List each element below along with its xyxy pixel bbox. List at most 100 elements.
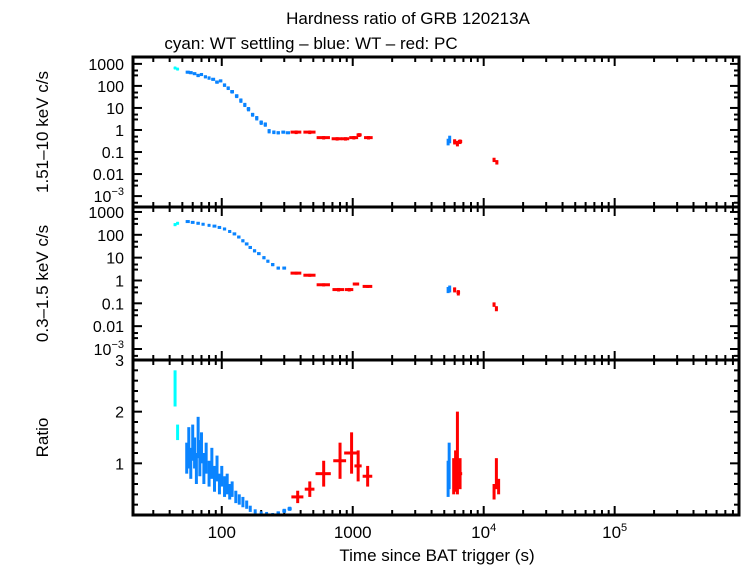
data-point-wt (199, 72, 204, 77)
y-tick-label: 3 (115, 353, 124, 370)
data-point-wt (448, 135, 452, 144)
data-point-wt (223, 476, 227, 497)
data-point-wt (239, 98, 243, 103)
y-tick-label: 2 (115, 405, 124, 422)
data-point-pc (492, 302, 496, 307)
data-point-wt-settling (176, 424, 180, 441)
data-point-pc (290, 271, 302, 275)
data-point-pc (304, 481, 315, 497)
data-point-pc (495, 160, 499, 165)
data-point-pc (315, 460, 331, 487)
data-point-wt (448, 285, 452, 293)
data-point-wt-settling (173, 66, 177, 70)
data-point-pc (492, 484, 496, 500)
x-axis-label: Time since BAT trigger (s) (339, 546, 534, 565)
data-point-wt (276, 131, 280, 135)
data-point-wt (263, 122, 267, 127)
data-point-pc (457, 458, 463, 490)
data-point-pc (331, 137, 343, 141)
x-tick-label: 104 (471, 522, 496, 542)
data-point-wt (282, 266, 287, 270)
data-point-wt (212, 224, 217, 228)
data-point-pc (344, 287, 354, 292)
data-point-wt (241, 239, 245, 243)
data-point-wt (255, 116, 259, 121)
data-point-pc (494, 458, 498, 490)
data-point-pc (453, 139, 457, 145)
y-tick-label: 0.1 (102, 145, 124, 162)
data-point-pc (356, 133, 362, 138)
data-point-wt (281, 130, 286, 134)
data-point-wt (257, 252, 261, 256)
data-point-wt (212, 465, 216, 492)
data-point-wt (276, 266, 280, 270)
data-point-pc (316, 136, 330, 140)
data-point-pc (354, 450, 362, 482)
data-point-wt (253, 509, 257, 514)
y-tick-label: 1000 (88, 57, 124, 74)
data-point-wt (230, 90, 235, 94)
data-point-pc (455, 411, 459, 495)
data-point-wt (287, 506, 292, 511)
data-point-pc (349, 136, 359, 140)
data-point-wt (189, 447, 193, 479)
y-tick-label: 10 (106, 251, 124, 268)
data-point-wt (196, 416, 200, 459)
data-point-pc (344, 432, 359, 474)
data-point-wt (232, 232, 237, 236)
chart-title: Hardness ratio of GRB 120213A (286, 9, 530, 28)
data-point-wt (222, 83, 227, 87)
y-axis-label-2: 0.3–1.5 keV c/s (33, 225, 52, 342)
data-point-pc (341, 137, 350, 141)
y-tick-label: 0.01 (93, 319, 124, 336)
data-point-wt (196, 73, 200, 78)
y-tick-label: 1 (115, 123, 124, 140)
data-point-pc (332, 287, 345, 292)
data-point-pc (362, 465, 373, 487)
data-point-pc (303, 130, 316, 135)
data-point-pc (352, 282, 360, 286)
y-tick-label: 100 (97, 79, 124, 96)
y-tick-label: 10 (106, 101, 124, 118)
data-point-wt (217, 473, 221, 495)
data-point-wt (259, 120, 263, 125)
data-point-wt (201, 222, 205, 226)
data-point-wt (207, 76, 211, 80)
y-tick-label: 1 (115, 456, 124, 473)
y-tick-label: 10−3 (94, 186, 124, 206)
data-point-wt (252, 249, 257, 253)
data-point-wt-settling (173, 370, 177, 407)
data-point-wt (185, 220, 190, 224)
data-point-wt (262, 256, 266, 260)
data-point-pc (362, 284, 373, 288)
x-tick-label: 1000 (334, 523, 372, 542)
x-tick-label: 100 (208, 523, 236, 542)
data-point-wt (237, 235, 241, 239)
y-tick-label: 100 (97, 228, 124, 245)
data-point-wt (207, 460, 211, 487)
panel-3: 1 2 3 Ratio (33, 353, 741, 517)
data-point-wt (207, 223, 211, 227)
data-point-wt (211, 77, 216, 81)
data-point-pc (303, 273, 316, 277)
data-point-wt (248, 245, 252, 249)
data-point-wt (234, 94, 239, 99)
data-point-wt (210, 447, 214, 479)
data-point-wt (215, 80, 219, 84)
data-point-wt (244, 242, 249, 246)
data-point-wt (271, 263, 275, 267)
data-point-wt (215, 455, 219, 482)
y-axis-label-1: 1.51–10 keV c/s (33, 71, 52, 193)
data-point-pc (453, 287, 457, 293)
data-point-pc (494, 306, 498, 312)
data-point-wt (243, 102, 247, 108)
data-point-pc (497, 478, 501, 495)
data-point-wt (228, 484, 232, 500)
data-point-wt (202, 453, 206, 484)
data-point-wt (190, 220, 195, 224)
data-point-wt-settling (176, 221, 180, 225)
data-point-pc (364, 136, 373, 140)
data-point-wt (192, 72, 197, 76)
